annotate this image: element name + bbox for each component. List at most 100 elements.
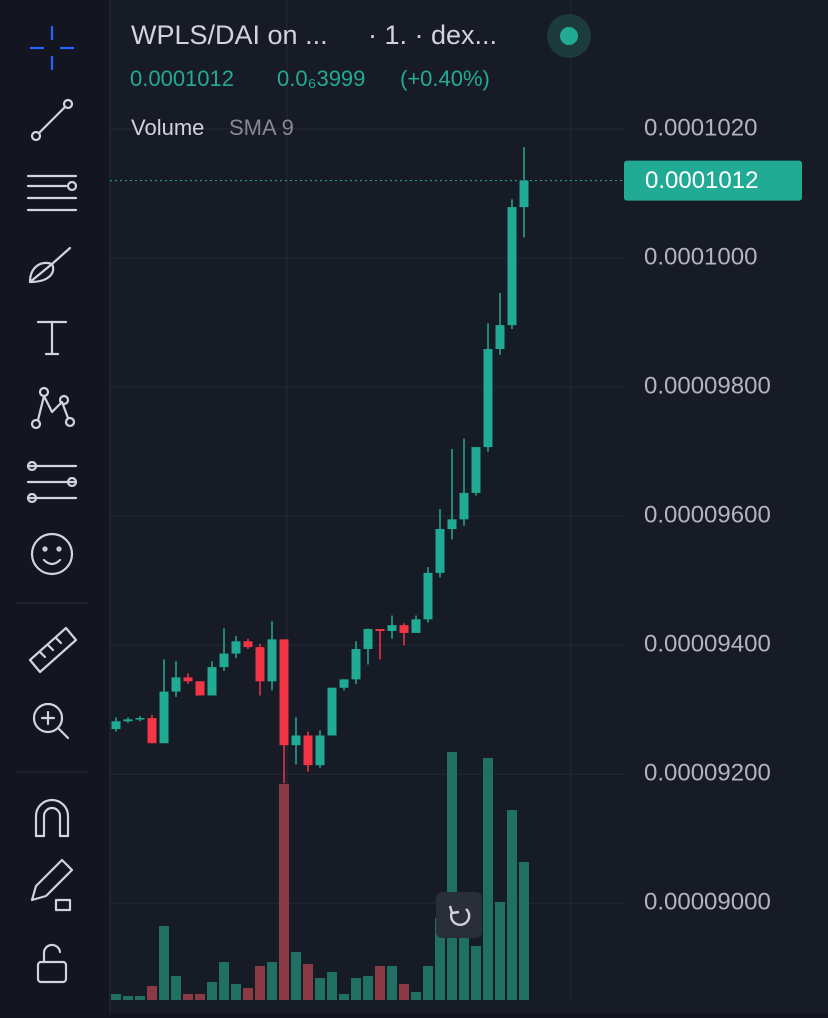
candle-body xyxy=(135,718,145,720)
candle-body xyxy=(219,653,229,668)
status-dot xyxy=(560,27,578,45)
symbol: WPLS/DAI on ... xyxy=(131,20,328,50)
change: 0.0₆3999 xyxy=(277,66,365,91)
candle-body xyxy=(111,721,121,730)
volume-bar xyxy=(231,984,241,1000)
change-pct: (+0.40%) xyxy=(400,66,490,91)
lock-drawings-tool[interactable] xyxy=(30,858,74,912)
candle-body xyxy=(243,641,253,648)
y-tick-label: 0.00009800 xyxy=(644,372,771,399)
candle-body xyxy=(435,529,445,573)
volume-bar xyxy=(315,978,325,1000)
emoji-tool[interactable] xyxy=(30,532,74,576)
y-tick-label: 0.00009400 xyxy=(644,631,771,658)
volume-bar xyxy=(243,988,253,1000)
candle-body xyxy=(483,349,493,448)
volume-bar xyxy=(447,752,457,1000)
candle-body xyxy=(459,492,469,520)
candle-body xyxy=(159,691,169,744)
volume-bar xyxy=(483,758,493,1000)
volume-bar xyxy=(471,946,481,1000)
volume-bar xyxy=(291,952,301,1000)
candle-body xyxy=(255,647,265,682)
volume-bar xyxy=(159,926,169,1000)
candle-body xyxy=(147,718,157,744)
candle-body xyxy=(351,649,361,680)
y-tick-label: 0.00009600 xyxy=(644,501,771,528)
crosshair-tool[interactable] xyxy=(30,26,74,70)
volume-bar xyxy=(459,902,469,1000)
candle-body xyxy=(315,735,325,766)
candle-body xyxy=(519,180,529,208)
last-price-tag-label: 0.0001012 xyxy=(645,167,758,194)
y-tick-label: 0.00009000 xyxy=(644,889,771,916)
interval: · 1. · dex... xyxy=(368,20,497,50)
candle-body xyxy=(171,677,181,692)
fib-tool[interactable] xyxy=(26,174,78,212)
volume-bar xyxy=(351,978,361,1000)
y-tick-label: 0.00009200 xyxy=(644,760,771,787)
volume-bar xyxy=(195,994,205,1000)
volume-bar xyxy=(507,810,517,1000)
candle-body xyxy=(291,735,301,746)
volume-bar xyxy=(387,966,397,1000)
volume-bar xyxy=(327,972,337,1000)
candle-body xyxy=(279,639,289,746)
volume-bar xyxy=(267,962,277,1000)
candle-body xyxy=(195,681,205,696)
volume-bar xyxy=(255,966,265,1000)
pattern-tool[interactable] xyxy=(30,386,76,430)
candle-body xyxy=(387,625,397,631)
volume-bar xyxy=(519,862,529,1000)
candle-body xyxy=(363,629,373,650)
lock-tool[interactable] xyxy=(36,943,68,984)
volume-label: Volume xyxy=(131,115,204,140)
brush-tool[interactable] xyxy=(28,246,72,284)
last-price: 0.0001012 xyxy=(130,66,234,91)
volume-bar xyxy=(111,994,121,1000)
ruler-tool[interactable] xyxy=(28,626,78,674)
forecast-tool[interactable] xyxy=(26,460,78,504)
last-price-tag xyxy=(624,160,802,201)
reset-button[interactable] xyxy=(436,892,482,938)
candle-body xyxy=(447,519,457,530)
volume-bar xyxy=(147,986,157,1000)
candle-body xyxy=(267,639,277,682)
candle-body xyxy=(495,325,505,350)
candle-body xyxy=(339,679,349,688)
volume-bar xyxy=(183,994,193,1000)
y-tick-label: 0.0001000 xyxy=(644,243,757,270)
text-tool[interactable] xyxy=(36,320,68,356)
candle-body xyxy=(123,719,133,722)
volume-bar xyxy=(435,918,445,1000)
candle-body xyxy=(411,619,421,633)
volume-bar xyxy=(363,976,373,1000)
volume-bar xyxy=(399,984,409,1000)
candle-body xyxy=(375,629,385,631)
candle-body xyxy=(399,625,409,633)
volume-bar xyxy=(207,982,217,1000)
sma-label: SMA 9 xyxy=(229,115,294,140)
volume-bar xyxy=(423,966,433,1000)
y-tick-label: 0.0001020 xyxy=(644,114,757,141)
volume-bar xyxy=(279,784,289,1000)
volume-bar xyxy=(375,966,385,1000)
volume-bar xyxy=(411,992,421,1000)
volume-bar xyxy=(123,996,133,1000)
volume-bar xyxy=(171,976,181,1000)
candle-body xyxy=(471,447,481,493)
candle-body xyxy=(207,667,217,696)
volume-bar xyxy=(339,994,349,1000)
volume-bar xyxy=(495,902,505,1000)
zoom-tool[interactable] xyxy=(32,702,70,740)
magnet-tool[interactable] xyxy=(34,798,70,838)
candle-body xyxy=(423,572,433,620)
candle-body xyxy=(231,641,241,654)
toolbar xyxy=(0,0,104,1013)
candle-body xyxy=(183,677,193,682)
trendline-tool[interactable] xyxy=(30,98,74,142)
volume-bar xyxy=(219,962,229,1000)
candle-body xyxy=(303,735,313,766)
volume-bar xyxy=(303,964,313,1000)
